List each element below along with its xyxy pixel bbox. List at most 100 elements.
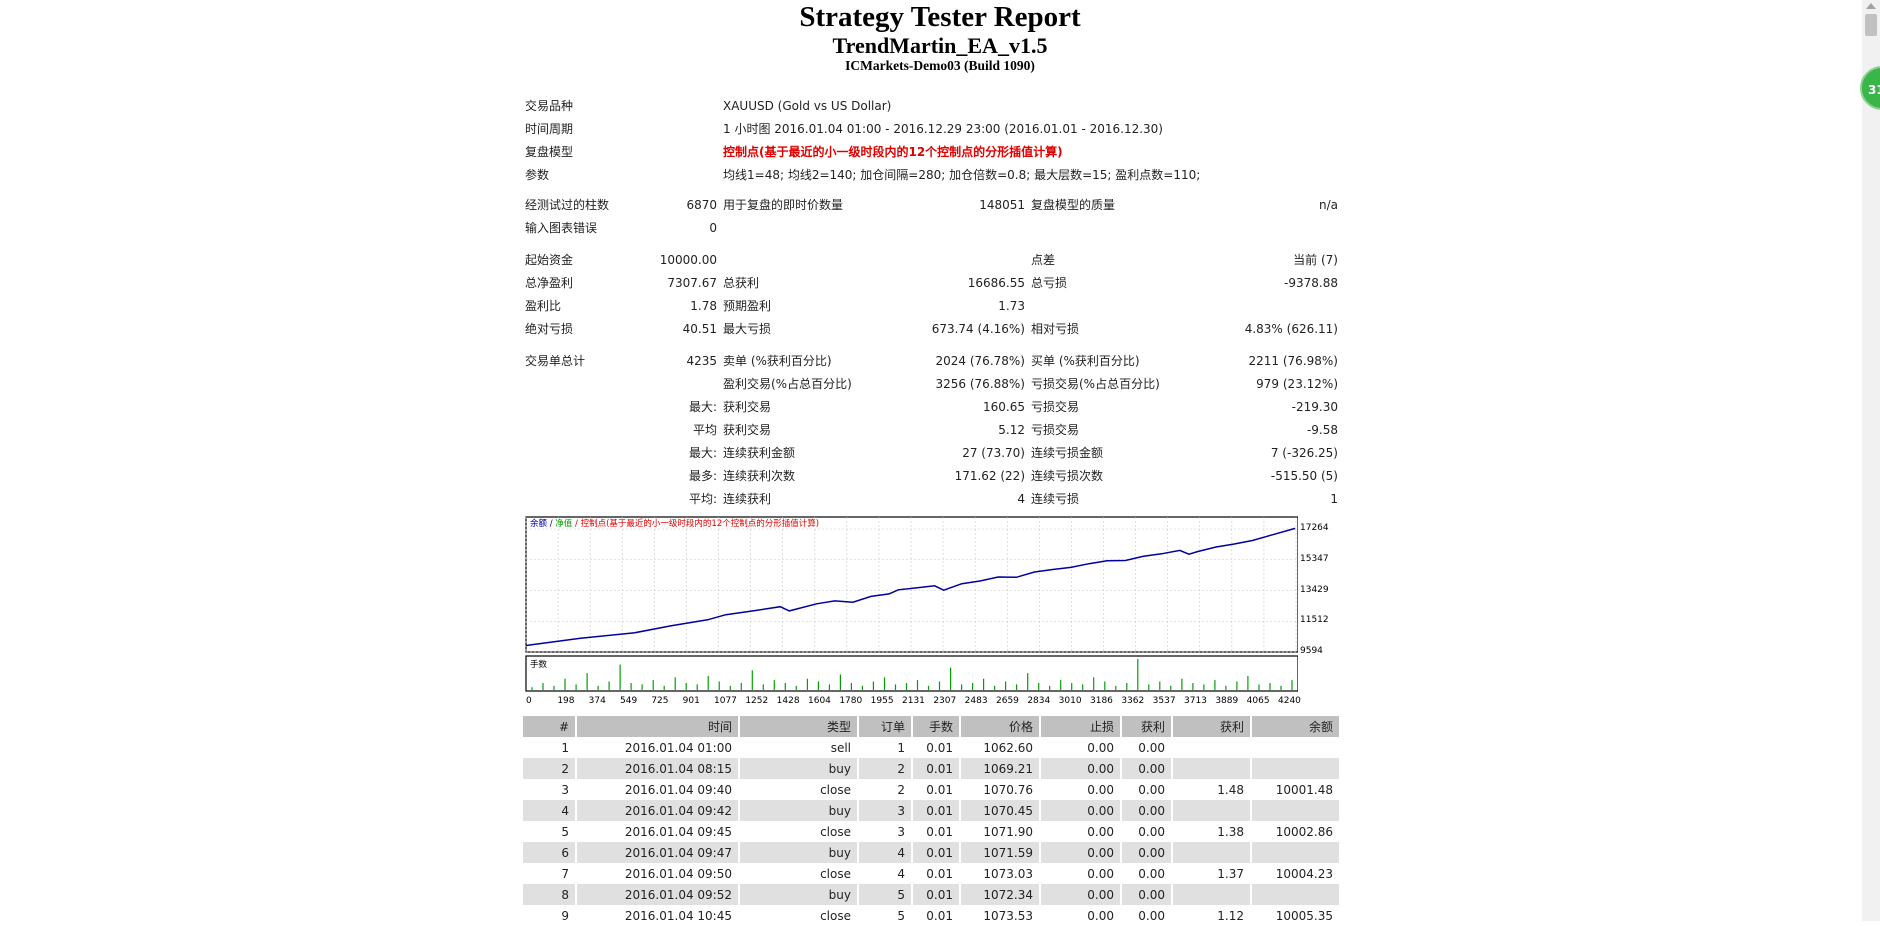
cell-type: close [739, 905, 859, 926]
short-trades-value: 2024 (76.78%) [935, 354, 1025, 368]
abs-drawdown-label: 绝对亏损 [525, 322, 574, 336]
cell-price: 1071.90 [960, 821, 1041, 842]
cell-time: 2016.01.04 10:45 [576, 905, 740, 926]
cell-order: 5 [858, 884, 913, 905]
y-tick-label: 17264 [1300, 523, 1329, 533]
scroll-up-arrow-icon[interactable] [1866, 3, 1876, 9]
header-lots: 手数 [912, 716, 961, 737]
cell-lots: 0.01 [912, 821, 961, 842]
cell-type: sell [739, 737, 859, 758]
cell-balance [1251, 758, 1341, 779]
scrollbar-thumb[interactable] [1865, 14, 1877, 36]
cell-lots: 0.01 [912, 737, 961, 758]
legend-separator: / [547, 519, 555, 529]
errors-label: 输入图表错误 [525, 221, 598, 235]
cell-take-profit: 0.00 [1121, 842, 1173, 863]
average-prefix: 平均 [692, 423, 717, 437]
x-tick-label: 3713 [1184, 696, 1207, 706]
cell-price: 1071.59 [960, 842, 1041, 863]
expected-payoff-value: 1.73 [998, 299, 1025, 313]
x-tick-label: 3010 [1058, 696, 1082, 706]
short-trades-label: 卖单 (%获利百分比) [723, 354, 832, 368]
volume-plot-frame [525, 655, 1298, 692]
header-order: 订单 [858, 716, 913, 737]
maximal-consec-profit-value: 171.62 (22) [954, 469, 1025, 483]
bars-label: 经测试过的柱数 [525, 198, 610, 212]
net-profit-label: 总净盈利 [525, 276, 574, 290]
max-drawdown-label: 最大亏损 [723, 322, 772, 336]
cell-take-profit: 0.00 [1121, 884, 1173, 905]
table-row: 2 2016.01.04 08:15 buy 2 0.01 1069.21 0.00 0.00 [523, 758, 1341, 779]
deals-header-row: # 时间 类型 订单 手数 价格 止损 获利 获利 余额 [523, 716, 1341, 737]
page-scrollbar[interactable] [1862, 0, 1880, 921]
spread-label: 点差 [1031, 253, 1056, 267]
deposit-label: 起始资金 [525, 253, 574, 267]
x-tick-label: 725 [651, 696, 669, 706]
x-tick-label: 1252 [745, 696, 769, 706]
cell-price: 1070.45 [960, 800, 1041, 821]
symbol-value: XAUUSD (Gold vs US Dollar) [723, 99, 892, 113]
x-tick-label: 2131 [902, 696, 925, 706]
avg-consec-losses-value: 1 [1330, 492, 1338, 506]
cell-stop-loss: 0.00 [1040, 821, 1122, 842]
cell-price: 1070.76 [960, 779, 1041, 800]
x-tick-label: 4240 [1278, 696, 1301, 706]
table-row: 1 2016.01.04 01:00 sell 1 0.01 1062.60 0.00 0.0… [523, 737, 1341, 758]
x-tick-label: 901 [682, 696, 700, 706]
loss-trades-label: 亏损交易(%占总百分比) [1031, 377, 1160, 391]
cell-order: 1 [858, 737, 913, 758]
largest-loss-label: 亏损交易 [1031, 400, 1080, 414]
legend-equity: 净值 [555, 518, 573, 529]
x-tick-label: 2483 [964, 696, 988, 706]
cell-lots: 0.01 [912, 905, 961, 926]
cell-stop-loss: 0.00 [1040, 758, 1122, 779]
cell-take-profit: 0.00 [1121, 863, 1173, 884]
cell-balance [1251, 842, 1341, 863]
x-tick-label: 3537 [1152, 696, 1176, 706]
cell-profit: 1.48 [1172, 779, 1252, 800]
cell-time: 2016.01.04 09:42 [576, 800, 740, 821]
cell-number: 5 [523, 821, 577, 842]
header-number: # [523, 716, 577, 737]
chart-legend: 余额 / 净值 / 控制点(基于最近的小一级时段内的12个控制点的分形插值计算) [530, 518, 819, 529]
cell-balance: 10004.23 [1251, 863, 1341, 884]
period-value: 1 小时图 2016.01.04 01:00 - 2016.12.29 23:0… [723, 122, 1163, 136]
y-tick-label: 9594 [1300, 646, 1323, 656]
cell-balance [1251, 800, 1341, 821]
x-tick-label: 1955 [870, 696, 894, 706]
x-tick-label: 4065 [1246, 696, 1270, 706]
cell-type: buy [739, 758, 859, 779]
avg-consec-prefix: 平均: [688, 492, 717, 506]
cell-order: 2 [858, 758, 913, 779]
spread-value: 当前 (7) [1293, 253, 1338, 267]
cell-number: 2 [523, 758, 577, 779]
cell-order: 5 [858, 905, 913, 926]
cell-time: 2016.01.04 09:50 [576, 863, 740, 884]
cell-profit: 1.37 [1172, 863, 1252, 884]
cell-stop-loss: 0.00 [1040, 842, 1122, 863]
cell-order: 3 [858, 800, 913, 821]
x-tick-label: 2307 [933, 696, 957, 706]
header-time: 时间 [576, 716, 740, 737]
y-axis-labels: 17264 15347 13429 11512 9594 [1300, 516, 1340, 656]
cell-profit [1172, 800, 1252, 821]
average-loss-value: -9.58 [1306, 423, 1338, 437]
header-profit: 获利 [1172, 716, 1252, 737]
header-price: 价格 [960, 716, 1041, 737]
cell-price: 1073.53 [960, 905, 1041, 926]
cell-balance: 10001.48 [1251, 779, 1341, 800]
average-profit-label: 获利交易 [723, 423, 772, 437]
cell-order: 4 [858, 842, 913, 863]
net-profit-value: 7307.67 [667, 276, 717, 290]
gross-profit-value: 16686.55 [967, 276, 1025, 290]
cell-type: buy [739, 884, 859, 905]
x-tick-label: 1428 [776, 696, 800, 706]
cell-take-profit: 0.00 [1121, 737, 1173, 758]
cell-time: 2016.01.04 09:52 [576, 884, 740, 905]
rel-drawdown-label: 相对亏损 [1031, 322, 1080, 336]
cell-time: 2016.01.04 09:47 [576, 842, 740, 863]
cell-balance [1251, 737, 1341, 758]
x-tick-label: 1780 [839, 696, 863, 706]
ticks-value: 148051 [979, 198, 1025, 212]
cell-price: 1069.21 [960, 758, 1041, 779]
